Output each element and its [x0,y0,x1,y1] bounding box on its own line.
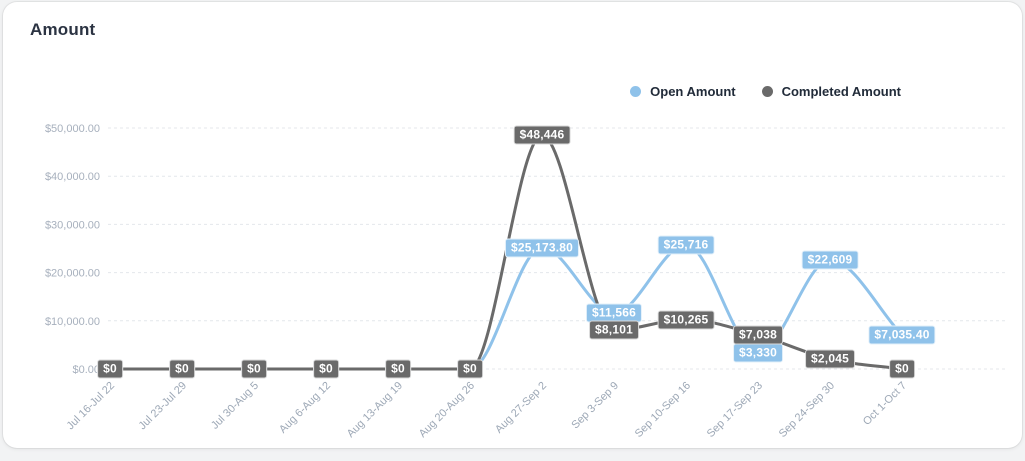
open-amount-legend-label: Open Amount [650,84,736,99]
x-axis-label: Jul 23-Jul 29 [137,380,190,433]
x-axis-label: Jul 30-Aug 5 [209,380,261,432]
x-axis-label: Sep 24-Sep 30 [777,380,837,440]
open-amount-legend-dot [630,86,642,97]
x-axis-label: Jul 16-Jul 22 [65,380,118,433]
x-axis-label: Aug 13-Aug 19 [345,380,405,440]
y-axis-label: $10,000.00 [45,316,100,328]
y-axis-label: $40,000.00 [45,171,100,183]
x-axis-label: Aug 6-Aug 12 [277,380,333,436]
x-axis-label: Sep 3-Sep 9 [569,380,621,432]
y-axis-label: $50,000.00 [45,123,100,135]
legend-item-completed-amount[interactable]: Completed Amount [761,84,901,99]
y-axis-label: $30,000.00 [45,219,100,231]
x-axis-label: Sep 10-Sep 16 [633,380,693,440]
completed-amount-legend-dot [761,86,773,97]
chart-legend: Open Amount Completed Amount [630,84,901,99]
x-axis-label: Oct 1-Oct 7 [861,380,909,428]
series-line-open-amount [108,243,904,371]
chart-title: Amount [30,20,96,39]
y-axis-label: $20,000.00 [45,268,100,280]
x-axis-label: Sep 17-Sep 23 [705,380,765,440]
legend-item-open-amount[interactable]: Open Amount [630,84,736,99]
completed-amount-legend-label: Completed Amount [781,84,901,99]
y-axis-label: $0.00 [72,364,100,376]
series-line-completed-amount [108,133,904,371]
x-axis-label: Aug 20-Aug 26 [417,380,477,440]
x-axis-label: Aug 27-Sep 2 [493,380,549,436]
